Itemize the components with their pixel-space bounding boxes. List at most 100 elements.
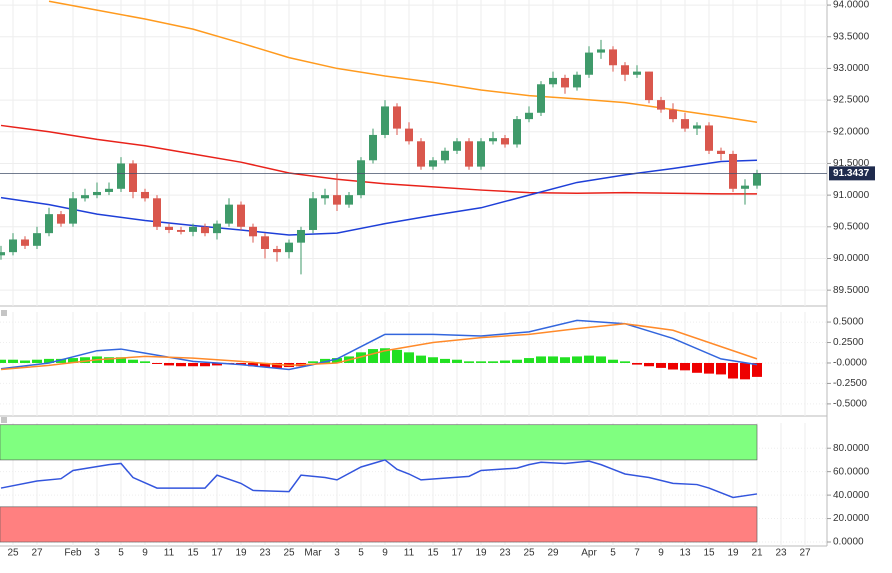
candle-body [729,153,737,189]
candle-body [741,185,749,189]
x-tick-label: 29 [547,548,559,559]
histogram-bar [560,357,570,363]
histogram-bar [308,361,318,363]
y-tick-label: 93.5000 [833,31,870,42]
candle-body [345,195,353,205]
histogram-bar [140,361,150,363]
histogram-bar [440,358,450,363]
histogram-bar [368,349,378,363]
histogram-bar [356,352,366,363]
x-tick-label: Feb [64,548,82,559]
histogram-bar [332,358,342,363]
histogram-bar [740,362,750,380]
candle-body [57,214,65,224]
histogram-bar [212,362,222,366]
x-tick-label: 25 [523,548,535,559]
histogram-bar [548,356,558,363]
histogram-bar [572,356,582,363]
band [0,424,758,461]
x-tick-label: 9 [382,548,388,559]
histogram-bar [716,362,726,375]
x-tick-label: 5 [610,548,616,559]
y-tick-label: 0.5000 [833,317,864,328]
x-tick-label: 21 [751,548,763,559]
histogram-bar [116,357,126,363]
last-price-box [829,166,875,181]
candle-body [465,141,473,167]
x-tick-label: 3 [94,548,100,559]
histogram-bar [620,361,630,363]
x-tick-label: 11 [164,548,175,559]
candle-body [153,198,161,227]
candle-body [681,119,689,129]
x-tick-label: Mar [304,548,322,559]
candle-body [309,198,317,230]
y-tick-label: 90.0000 [833,253,870,264]
histogram-bar [272,362,282,368]
histogram-bar [608,359,618,363]
indicator-line [0,124,757,195]
candle-body [69,198,77,224]
y-tick-label: -0.5000 [833,399,867,410]
histogram-bar [656,362,666,368]
histogram-bar [104,357,114,363]
panel-handle [1,310,7,423]
candle-body [441,150,449,161]
histogram-bar [32,359,42,363]
indicator-line [0,322,758,371]
x-tick-label: 23 [259,548,271,559]
candle-body [513,119,521,145]
y-tick-label: 0.2500 [833,337,864,348]
candle-body [573,74,581,88]
histogram-bar [428,357,438,363]
x-tick-label: 23 [499,548,511,559]
candle-body [357,160,365,196]
x-tick-label: 9 [658,548,664,559]
x-tick-label: 25 [283,548,295,559]
x-tick-label: 23 [775,548,787,559]
candle-body [417,141,425,167]
histogram-bar [728,362,738,379]
y-tick-label: 91.5000 [833,158,870,169]
x-tick-label: 17 [451,548,463,559]
histogram-bar [416,355,426,363]
candle-body [9,239,17,253]
y-tick-label: 92.0000 [833,126,870,137]
histogram-bar [164,362,174,366]
candle-body [369,134,377,161]
histogram-bar [236,362,246,365]
x-tick-label: 7 [634,548,640,559]
histogram-bar [632,362,642,365]
candle-body [117,163,125,189]
x-tick-label: 5 [118,548,124,559]
candle-body [381,106,389,135]
histogram-bar [68,358,78,363]
candle-body [45,214,53,234]
histogram-bar [488,361,498,363]
x-tick-label: 5 [358,548,364,559]
histogram-bar [248,362,258,367]
histogram-bar [512,359,522,363]
histogram-bar [8,359,18,363]
candle-body [537,84,545,113]
x-tick-label: 3 [334,548,340,559]
candle-body [597,49,605,53]
x-tick-label: 25 [7,548,19,559]
candle-body [105,188,113,192]
candle-body [189,226,197,232]
candle-body [621,65,629,75]
candle-body [141,191,149,199]
histogram-bar [668,362,678,370]
histogram-bar [320,358,330,363]
candle-body [273,248,281,253]
histogram-bar [752,362,762,377]
histogram-bar [200,362,210,367]
candle-body [201,226,209,234]
y-tick-label: 94.0000 [833,0,870,11]
candle-body [261,236,269,249]
band [0,506,758,543]
candle-body [393,106,401,129]
